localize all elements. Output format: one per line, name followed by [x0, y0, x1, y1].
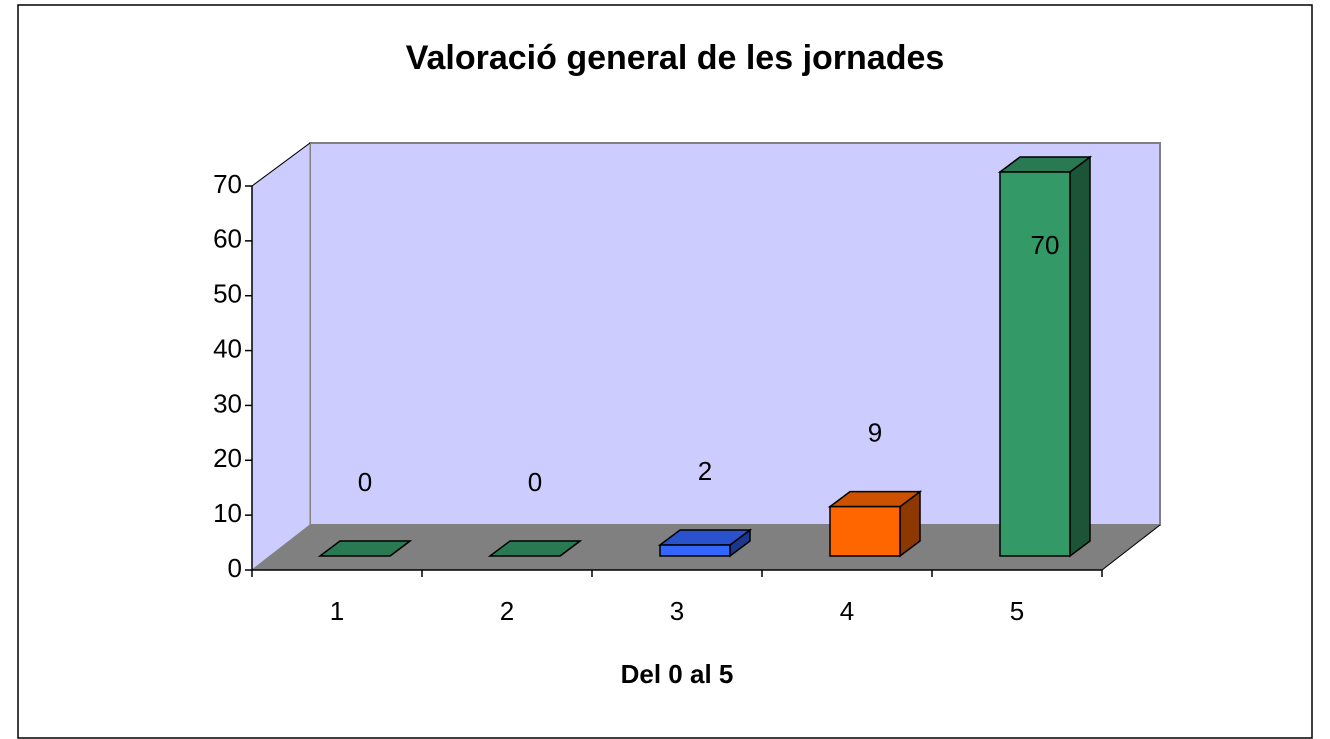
y-axis-top [251, 142, 311, 187]
x-tick-label: 5 [1010, 596, 1024, 626]
y-tick-label: 0 [228, 553, 242, 583]
x-axis-depth [1101, 524, 1161, 571]
bar [659, 544, 731, 557]
x-tick-label: 3 [670, 596, 684, 626]
value-label: 0 [358, 467, 372, 497]
value-label: 0 [528, 467, 542, 497]
bar-side [1069, 155, 1091, 558]
bar [999, 171, 1071, 557]
bar [829, 505, 901, 557]
value-label: 2 [698, 456, 712, 486]
value-label: 9 [868, 418, 882, 448]
y-tick-label: 30 [213, 388, 242, 418]
y-tick-label: 20 [213, 443, 242, 473]
bar-top [487, 540, 583, 557]
bar-top [317, 540, 413, 557]
y-tick-label: 50 [213, 279, 242, 309]
y-tick-label: 10 [213, 498, 242, 528]
x-axis-title: Del 0 al 5 [621, 659, 734, 689]
x-tick-label: 4 [840, 596, 854, 626]
chart-title: Valoració general de les jornades [406, 39, 945, 77]
y-tick-label: 70 [213, 169, 242, 199]
x-tick-label: 2 [500, 596, 514, 626]
x-tick-label: 1 [330, 596, 344, 626]
value-label: 70 [1031, 230, 1060, 260]
side-wall [251, 142, 311, 572]
y-tick-label: 40 [213, 333, 242, 363]
y-tick-label: 60 [213, 224, 242, 254]
